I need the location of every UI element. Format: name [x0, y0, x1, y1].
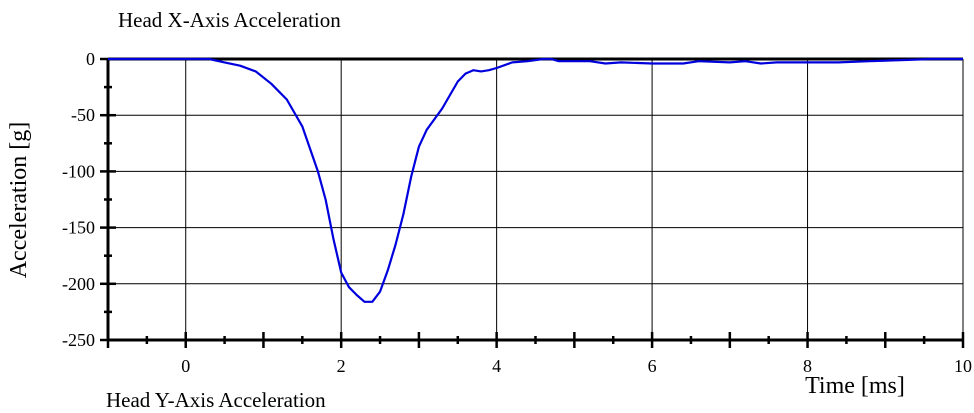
y-tick-label: -100: [62, 161, 95, 181]
series-layer: [108, 57, 963, 303]
y-tick-label: -150: [62, 218, 95, 238]
x-tick-label: 8: [803, 356, 812, 376]
y-tick-label: 0: [86, 49, 95, 69]
x-tick-label: 4: [492, 356, 501, 376]
x-tick-label: 2: [337, 356, 346, 376]
chart-title: Head X-Axis Acceleration: [118, 8, 341, 32]
series-line: [108, 57, 963, 303]
acceleration-chart: 0 2 4 6 8 10 0 -50 -100 -150 -200 -250 Time [ms] Ac…: [6, 49, 972, 399]
labels-layer: 0 2 4 6 8 10 0 -50 -100 -150 -200 -250: [62, 49, 972, 376]
x-tick-label: 0: [181, 356, 190, 376]
next-chart-title: Head Y-Axis Acceleration: [106, 388, 326, 412]
x-tick-label: 10: [954, 356, 972, 376]
axes-layer: [100, 57, 965, 348]
y-tick-label: -250: [62, 330, 95, 350]
x-tick-label: 6: [648, 356, 657, 376]
y-axis-label: Acceleration [g]: [6, 122, 32, 279]
grid-layer: [108, 59, 963, 340]
y-tick-label: -200: [62, 274, 95, 294]
x-axis-label: Time [ms]: [805, 373, 905, 399]
y-tick-label: -50: [71, 105, 95, 125]
